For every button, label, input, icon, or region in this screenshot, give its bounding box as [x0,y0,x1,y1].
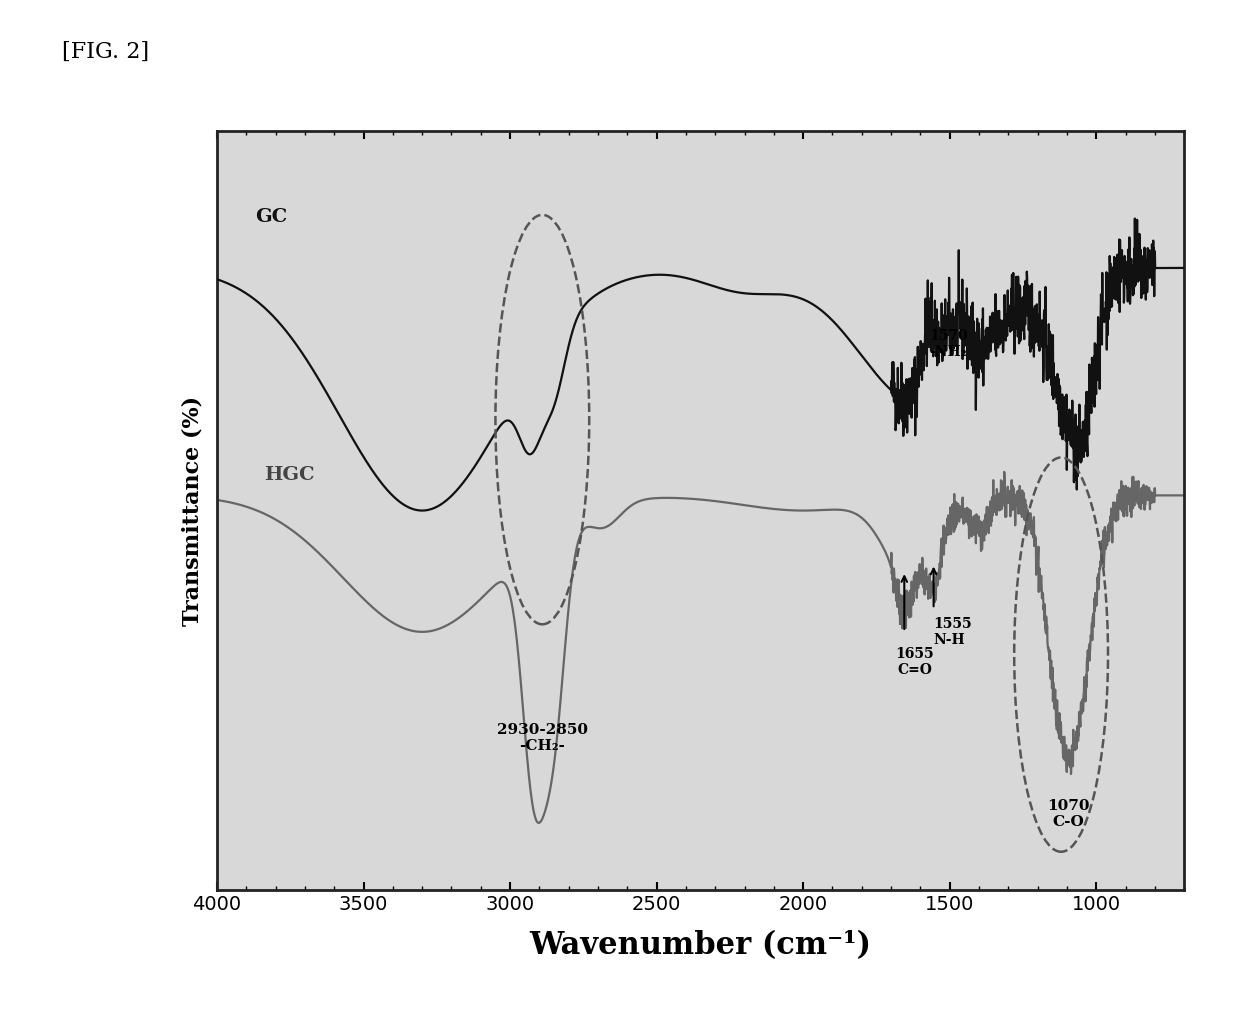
Text: 2930-2850
-CH₂-: 2930-2850 -CH₂- [497,723,588,753]
Text: GC: GC [255,208,288,226]
Text: 1555
N-H: 1555 N-H [934,617,972,647]
Text: 1570
-NH₂: 1570 -NH₂ [929,329,968,359]
Y-axis label: Transmittance (%): Transmittance (%) [181,395,203,626]
Text: HGC: HGC [264,466,315,484]
Text: 1655
C=O: 1655 C=O [895,647,934,677]
Text: 1070
C-O: 1070 C-O [1047,799,1090,829]
Text: [FIG. 2]: [FIG. 2] [62,40,149,63]
X-axis label: Wavenumber (cm⁻¹): Wavenumber (cm⁻¹) [529,930,872,961]
